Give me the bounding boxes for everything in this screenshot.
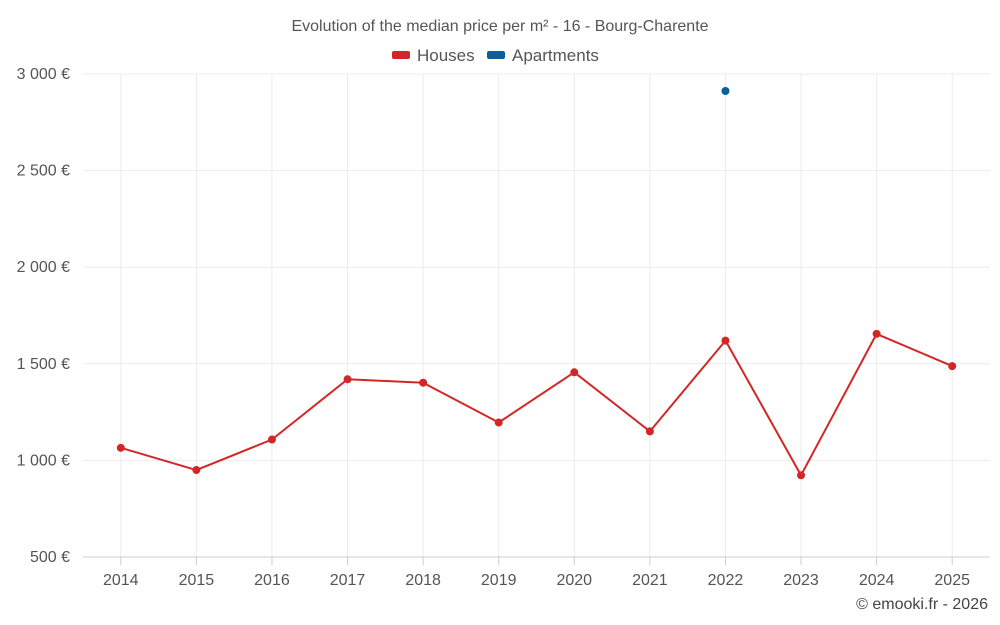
y-tick-label: 1 500 €	[17, 356, 70, 373]
series	[116, 87, 957, 480]
x-tick-label: 2014	[103, 572, 139, 589]
legend-swatch-apartments	[487, 51, 505, 59]
legend-swatch-houses	[392, 51, 410, 59]
series-line-houses	[120, 332, 953, 477]
x-tick-label: 2020	[556, 572, 592, 589]
data-point-houses[interactable]	[721, 336, 730, 345]
x-tick-label: 2015	[179, 572, 215, 589]
data-point-houses[interactable]	[267, 435, 276, 444]
data-point-houses[interactable]	[570, 368, 579, 377]
data-point-houses[interactable]	[419, 378, 428, 387]
chart-title: Evolution of the median price per m² - 1…	[291, 18, 708, 35]
y-tick-label: 3 000 €	[17, 66, 70, 83]
data-point-houses[interactable]	[645, 427, 654, 436]
data-point-houses[interactable]	[343, 375, 352, 384]
data-point-houses[interactable]	[948, 362, 957, 371]
grid	[83, 73, 990, 557]
x-axis: 2014 2015 2016 2017 2018 2019 2020 2021 2022 2023…	[83, 556, 990, 589]
x-tick-label: 2024	[859, 572, 895, 589]
x-tick-label: 2022	[708, 572, 744, 589]
data-point-houses[interactable]	[797, 471, 806, 480]
y-tick-label: 2 500 €	[17, 163, 70, 180]
x-tick-label: 2017	[330, 572, 366, 589]
y-tick-label: 500 €	[30, 549, 70, 566]
data-point-houses[interactable]	[116, 443, 125, 452]
legend-item-houses[interactable]: Houses	[392, 46, 475, 65]
x-tick-label: 2023	[783, 572, 819, 589]
x-tick-label: 2018	[405, 572, 441, 589]
y-tick-label: 2 000 €	[17, 259, 70, 276]
x-tick-label: 2019	[481, 572, 517, 589]
credit-text: © emooki.fr - 2026	[856, 596, 988, 613]
legend: Houses Apartments	[392, 46, 599, 65]
legend-label-apartments: Apartments	[512, 46, 599, 65]
x-tick-label: 2021	[632, 572, 668, 589]
x-tick-label: 2016	[254, 572, 290, 589]
data-point-houses[interactable]	[494, 418, 503, 427]
data-point-houses[interactable]	[192, 466, 201, 475]
legend-label-houses: Houses	[417, 46, 475, 65]
data-point-apartments[interactable]	[721, 87, 730, 96]
y-tick-label: 1 000 €	[17, 452, 70, 469]
data-point-houses[interactable]	[872, 329, 881, 338]
y-axis: 500 € 1 000 € 1 500 € 2 000 € 2 500 € 3 000 €	[17, 66, 70, 566]
x-tick-label: 2025	[934, 572, 970, 589]
legend-item-apartments[interactable]: Apartments	[487, 46, 599, 65]
